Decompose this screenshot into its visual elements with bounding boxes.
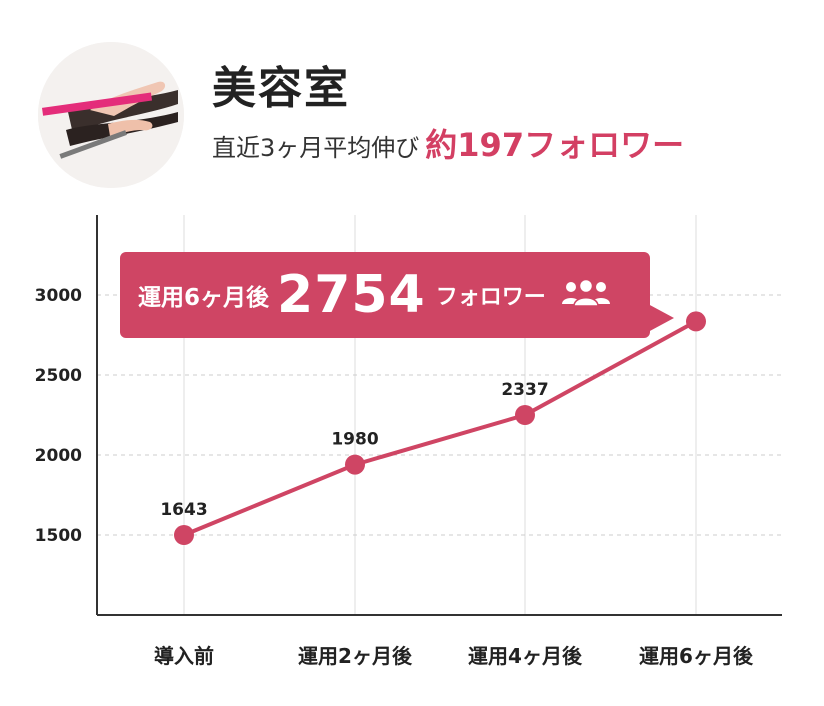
y-tick-label: 3000 bbox=[35, 286, 82, 306]
salon-photo bbox=[38, 42, 184, 188]
y-tick-label: 2000 bbox=[35, 446, 82, 466]
y-tick-label: 2500 bbox=[35, 366, 82, 386]
data-label: 2337 bbox=[501, 380, 548, 400]
data-point bbox=[686, 311, 706, 332]
subtitle-prefix: 直近3ヶ月平均伸び bbox=[212, 134, 420, 162]
users-icon bbox=[560, 278, 612, 312]
callout-value: 2754 bbox=[277, 265, 426, 325]
data-point bbox=[515, 405, 535, 425]
x-tick-label: 運用6ヶ月後 bbox=[639, 644, 754, 668]
x-tick-label: 運用2ヶ月後 bbox=[298, 644, 413, 668]
data-label: 1643 bbox=[160, 500, 207, 520]
series-line bbox=[183, 319, 697, 537]
callout-prefix: 運用6ヶ月後 bbox=[138, 285, 270, 311]
page-title: 美容室 bbox=[212, 63, 350, 114]
data-point bbox=[174, 525, 194, 545]
subtitle-highlight: 約197フォロワー bbox=[425, 126, 685, 164]
result-callout: 運用6ヶ月後 2754 フォロワー bbox=[120, 252, 674, 338]
callout-unit: フォロワー bbox=[435, 285, 546, 310]
growth-subtitle: 直近3ヶ月平均伸び 約197フォロワー bbox=[212, 120, 684, 166]
x-tick-label: 運用4ヶ月後 bbox=[468, 644, 583, 668]
data-label: 1980 bbox=[331, 430, 378, 450]
x-tick-label: 導入前 bbox=[154, 644, 214, 668]
hair-cutting-image bbox=[38, 42, 184, 188]
y-tick-label: 1500 bbox=[35, 526, 82, 546]
data-point bbox=[345, 454, 365, 475]
